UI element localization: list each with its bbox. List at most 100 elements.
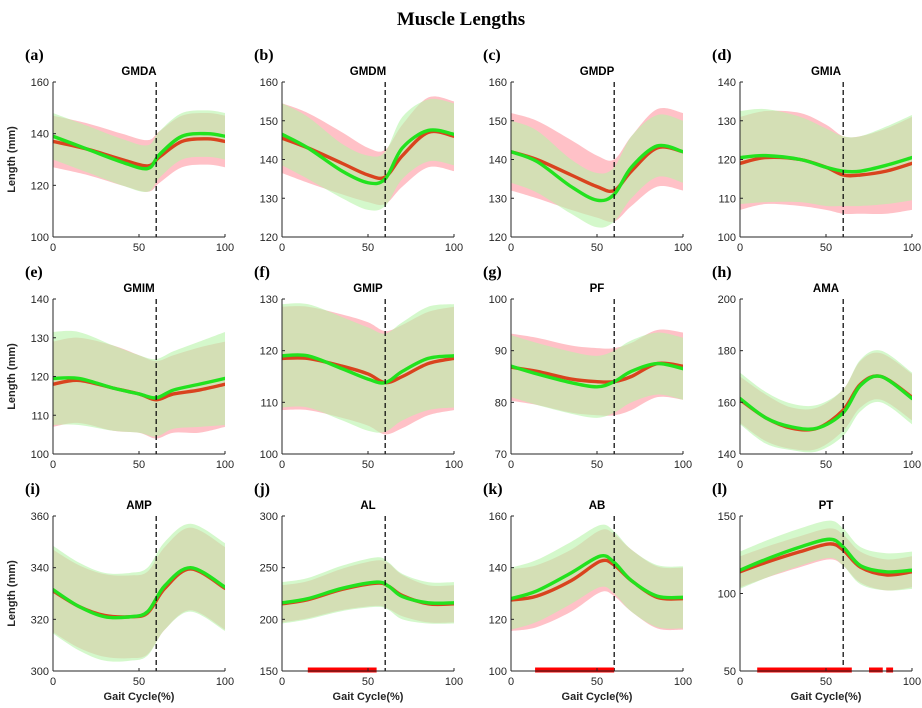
panel-title: GMDP — [580, 66, 615, 78]
y-tick-label: 120 — [489, 614, 507, 626]
mean-line-b — [282, 353, 454, 385]
y-tick-label: 150 — [260, 116, 278, 128]
y-tick-label: 140 — [718, 77, 736, 89]
y-tick-label: 120 — [31, 180, 49, 192]
plot-area — [53, 110, 225, 193]
panel-tag: (h) — [712, 264, 732, 281]
y-tick-label: 100 — [260, 449, 278, 461]
panel-title: PT — [819, 500, 834, 512]
panel-tag: (c) — [483, 47, 501, 64]
y-tick-label: 100 — [718, 232, 736, 244]
y-tick-label: 140 — [718, 449, 736, 461]
x-tick-label: 100 — [216, 676, 234, 688]
band-group-b — [53, 110, 225, 193]
y-tick-label: 300 — [260, 511, 278, 523]
y-tick-label: 120 — [489, 232, 507, 244]
panel-tag: (b) — [254, 47, 274, 64]
y-tick-label: 300 — [31, 666, 49, 678]
mean-line-b — [53, 131, 225, 171]
mean-line-a — [740, 542, 912, 577]
y-tick-label: 340 — [31, 563, 49, 575]
x-tick-label: 0 — [50, 459, 56, 471]
plot-area — [511, 107, 683, 228]
x-tick-label: 100 — [216, 459, 234, 471]
y-tick-label: 140 — [489, 155, 507, 167]
x-tick-label: 0 — [50, 676, 56, 688]
y-tick-label: 130 — [31, 333, 49, 345]
x-tick-label: 50 — [362, 459, 374, 471]
chart-panel: 120 130 140 150 160 0 50 100 GMDP (c) — [483, 47, 692, 254]
x-tick-label: 100 — [445, 459, 463, 471]
panel-title: AMP — [126, 500, 152, 512]
x-tick-label: 0 — [279, 676, 285, 688]
panel-title: GMDM — [350, 66, 386, 78]
x-tick-label: 50 — [820, 459, 832, 471]
y-tick-label: 90 — [495, 346, 507, 358]
x-tick-label: 50 — [591, 242, 603, 254]
panel-title: PF — [590, 283, 605, 295]
panel-title: GMIA — [811, 66, 841, 78]
x-tick-label: 100 — [445, 676, 463, 688]
panel-title: AL — [360, 500, 375, 512]
chart-panel: 140 160 180 200 0 50 100 AMA (h) — [712, 264, 921, 471]
panel-tag: (a) — [25, 47, 44, 64]
y-tick-label: 140 — [489, 563, 507, 575]
band-group-b — [53, 523, 225, 662]
x-tick-label: 50 — [133, 676, 145, 688]
y-tick-label: 110 — [31, 410, 49, 422]
y-tick-label: 250 — [260, 563, 278, 575]
y-tick-label: 70 — [495, 449, 507, 461]
x-tick-label: 50 — [133, 242, 145, 254]
panel-tag: (i) — [25, 481, 40, 498]
mean-line-b — [282, 580, 454, 605]
y-tick-label: 100 — [489, 666, 507, 678]
mean-line-b — [282, 128, 454, 186]
chart-panel: 100 110 120 130 140 0 50 100 GMIA (d) — [712, 47, 921, 254]
mean-line-b — [511, 553, 683, 601]
y-axis-label: Length (mm) — [6, 560, 18, 627]
figure-title: Muscle Lengths — [397, 9, 525, 30]
x-tick-label: 0 — [279, 242, 285, 254]
plot-area — [740, 520, 912, 591]
y-tick-label: 320 — [31, 614, 49, 626]
chart-panel: 150 200 250 300 0 50 100 AL (j) Gait Cycle(%) — [254, 481, 463, 703]
y-tick-label: 100 — [489, 294, 507, 306]
mean-line-b — [511, 361, 683, 389]
panel-tag: (j) — [254, 481, 270, 498]
x-tick-label: 100 — [674, 676, 692, 688]
x-tick-label: 50 — [362, 676, 374, 688]
y-tick-label: 360 — [31, 511, 49, 523]
x-tick-label: 0 — [737, 459, 743, 471]
y-tick-label: 160 — [31, 77, 49, 89]
x-tick-label: 0 — [279, 459, 285, 471]
plot-area — [511, 524, 683, 631]
chart-panels: 100 120 140 160 0 50 100 GMDA (a) Length (mm) 120 1… — [6, 47, 921, 703]
y-tick-label: 180 — [718, 346, 736, 358]
x-tick-label: 0 — [508, 242, 514, 254]
mean-line-b — [740, 153, 912, 174]
chart-panel: 100 120 140 160 0 50 100 AB (k) Gait Cycle(%) — [483, 481, 692, 703]
x-tick-label: 50 — [362, 242, 374, 254]
plot-area — [282, 96, 454, 211]
band-group-b — [511, 524, 683, 630]
y-tick-label: 160 — [260, 77, 278, 89]
x-axis-label: Gait Cycle(%) — [104, 691, 175, 703]
plot-area — [53, 330, 225, 439]
band-group-b — [740, 108, 912, 207]
band-group-b — [53, 330, 225, 437]
panel-title: GMDA — [121, 66, 156, 78]
y-tick-label: 120 — [260, 346, 278, 358]
mean-line-a — [740, 155, 912, 178]
panel-tag: (e) — [25, 264, 43, 281]
chart-panel: 120 130 140 150 160 0 50 100 GMDM (b) — [254, 47, 463, 254]
band-group-b — [282, 557, 454, 624]
y-tick-label: 200 — [718, 294, 736, 306]
chart-panel: 100 120 140 160 0 50 100 GMDA (a) Length (mm) — [6, 47, 234, 254]
y-tick-label: 140 — [31, 294, 49, 306]
y-tick-label: 120 — [260, 232, 278, 244]
x-tick-label: 50 — [820, 242, 832, 254]
mean-line-b — [511, 143, 683, 203]
chart-panel: 100 110 120 130 0 50 100 GMIP (f) — [254, 264, 463, 471]
x-tick-label: 100 — [903, 676, 921, 688]
y-tick-label: 80 — [495, 397, 507, 409]
